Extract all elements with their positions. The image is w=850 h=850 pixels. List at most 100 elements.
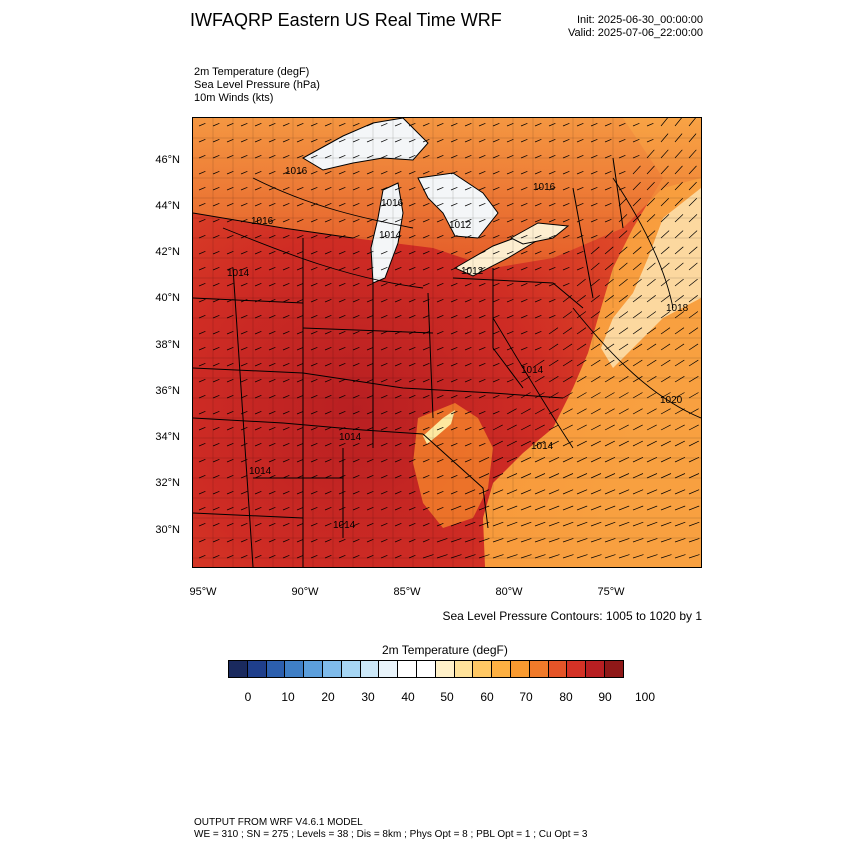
- wind-barb: [226, 234, 234, 239]
- wind-barb: [324, 202, 332, 207]
- wind-barb: [492, 218, 500, 223]
- wind-barb: [254, 474, 262, 479]
- wind-barb: [394, 474, 402, 479]
- wind-barb: [646, 456, 658, 463]
- wind-barb: [436, 522, 444, 527]
- lat-label: 34°N: [155, 431, 180, 443]
- wind-barb: [254, 378, 262, 383]
- wind-barb: [506, 456, 518, 463]
- wind-barb: [492, 186, 500, 191]
- wind-barb: [590, 538, 602, 543]
- wind-barb: [254, 554, 262, 559]
- wind-barb: [450, 521, 462, 527]
- wind-barb: [240, 442, 248, 447]
- wind-barb: [492, 410, 500, 415]
- wind-barb: [590, 554, 602, 559]
- wind-barb: [492, 298, 500, 303]
- wind-barb: [296, 346, 304, 351]
- wind-barb: [254, 202, 262, 207]
- wind-barb: [618, 197, 628, 207]
- wind-barb: [212, 154, 220, 159]
- wind-barb: [324, 506, 332, 511]
- wind-barb: [450, 346, 458, 351]
- wind-barb: [618, 230, 628, 239]
- wind-barb: [506, 266, 514, 271]
- wind-barb: [576, 250, 584, 255]
- wind-barb: [548, 554, 560, 559]
- wind-barb: [632, 440, 643, 447]
- wind-barb: [198, 474, 206, 479]
- wind-barb: [548, 359, 559, 367]
- wind-barb: [282, 346, 290, 351]
- wind-barb: [408, 378, 416, 383]
- wind-barb: [632, 230, 642, 239]
- wind-barb: [590, 521, 602, 527]
- wind-barb: [688, 230, 698, 239]
- wind-barb: [422, 490, 430, 495]
- wind-barb: [506, 538, 518, 543]
- wind-barb: [394, 298, 402, 303]
- wind-barb: [380, 170, 388, 175]
- wind-barb: [548, 170, 556, 175]
- wind-barb: [408, 490, 416, 495]
- wind-barb: [660, 505, 672, 511]
- wind-barb: [688, 165, 697, 175]
- wind-barb: [324, 282, 332, 287]
- wind-barb: [324, 474, 332, 479]
- wind-barb: [240, 170, 248, 175]
- wind-barb: [380, 346, 388, 351]
- wind-barb: [646, 311, 657, 319]
- wind-barb: [296, 218, 304, 223]
- wind-barb: [324, 138, 332, 143]
- wind-barb: [310, 506, 318, 511]
- wind-barb: [282, 458, 290, 463]
- colorbar-title: 2m Temperature (degF): [382, 643, 508, 657]
- wind-barb: [324, 154, 332, 159]
- colorbar-tick: 10: [281, 690, 295, 704]
- wind-barb: [436, 394, 444, 399]
- wind-barb: [688, 489, 700, 495]
- lake-ontario: [509, 222, 570, 245]
- wind-barb: [212, 282, 220, 287]
- wind-barb: [408, 218, 416, 223]
- wind-barb: [352, 442, 360, 447]
- wind-barb: [380, 474, 388, 479]
- wind-barb: [240, 282, 248, 287]
- wind-barb: [366, 522, 374, 527]
- wind-barb: [534, 218, 542, 223]
- wind-barb: [576, 505, 588, 511]
- wind-barb: [590, 376, 601, 383]
- wind-barb: [198, 362, 206, 367]
- wind-barb: [268, 346, 276, 351]
- wind-barb: [422, 442, 430, 447]
- wind-barb: [674, 521, 686, 527]
- wind-barb: [604, 440, 615, 447]
- wind-barb: [688, 521, 700, 527]
- wind-barb: [492, 170, 500, 175]
- wind-barb: [282, 138, 290, 143]
- wind-barb: [674, 505, 686, 511]
- wind-barb: [478, 330, 486, 335]
- wind-barb: [478, 138, 486, 143]
- colorbar-tick: 80: [559, 690, 573, 704]
- wind-barb: [562, 343, 573, 351]
- wind-barb: [618, 424, 629, 431]
- wind-barb: [548, 392, 559, 399]
- wind-barb: [422, 250, 430, 255]
- wind-barb: [464, 505, 476, 511]
- wind-barb: [660, 149, 669, 159]
- wind-barb: [422, 330, 430, 335]
- wind-barb: [240, 410, 248, 415]
- wind-barb: [282, 266, 290, 271]
- wind-barb: [422, 202, 430, 207]
- wind-barb: [520, 456, 532, 463]
- wind-barb: [268, 442, 276, 447]
- wind-barb: [226, 362, 234, 367]
- wind-barb: [436, 282, 444, 287]
- wind-barb: [688, 440, 699, 447]
- wind-barb: [688, 554, 700, 559]
- wind-barb: [576, 278, 586, 287]
- wind-barb: [380, 490, 388, 495]
- valid-time: Valid: 2025-07-06_22:00:00: [568, 27, 703, 39]
- wind-barb: [380, 138, 388, 143]
